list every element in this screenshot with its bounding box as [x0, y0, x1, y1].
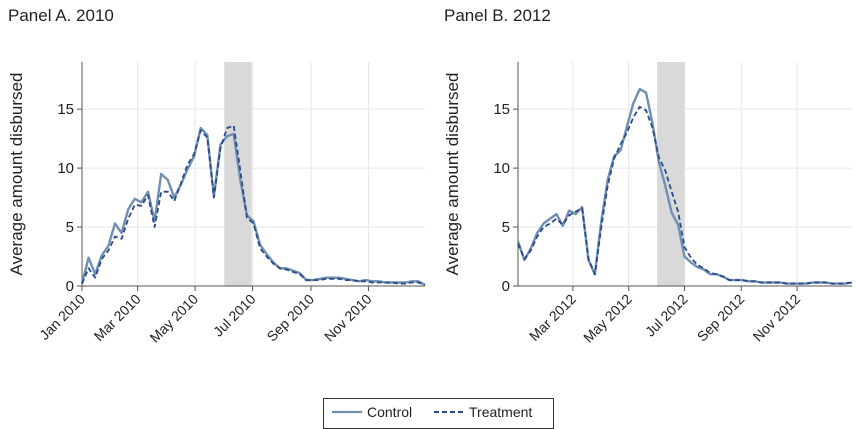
series-line-control — [80, 126, 426, 286]
panel-b-chart: 0 5 10 15 Mar 2012 May 2012 Jul 2012 Sep 2012 No… — [443, 62, 853, 346]
y-tick-label: 15 — [57, 101, 74, 118]
x-tick-label: Jul 2012 — [642, 291, 691, 340]
x-tick-label: Jul 2010 — [210, 291, 259, 340]
y-tick-label: 10 — [493, 160, 510, 177]
y-axis-label: Average amount disbursed — [443, 73, 462, 276]
y-tick-label: 0 — [502, 278, 510, 295]
series-line-treatment — [517, 105, 853, 285]
y-tick-label: 0 — [66, 278, 74, 295]
x-tick-label: Nov 2012 — [750, 291, 804, 345]
legend-label-treatment: Treatment — [469, 404, 533, 420]
series-line-treatment — [81, 124, 426, 286]
shaded-region — [224, 62, 252, 286]
x-tick-label: Mar 2012 — [526, 291, 579, 344]
legend: Control Treatment — [323, 398, 554, 429]
y-tick-label: 15 — [493, 101, 510, 118]
panel-a-title: Panel A. 2010 — [8, 6, 114, 25]
x-tick-label: Mar 2010 — [91, 291, 144, 344]
y-axis-label: Average amount disbursed — [7, 73, 26, 276]
x-tick-label: May 2012 — [580, 291, 635, 346]
y-tick-label: 5 — [502, 219, 510, 236]
legend-swatch-treatment — [434, 411, 464, 413]
legend-label-control: Control — [367, 404, 413, 420]
legend-item-control: Control — [332, 404, 412, 420]
x-tick-label: Nov 2010 — [321, 291, 375, 345]
legend-swatch-control — [332, 410, 362, 414]
y-tick-label: 5 — [66, 219, 74, 236]
x-tick-label: Sep 2012 — [694, 291, 748, 345]
y-tick-label: 10 — [57, 160, 74, 177]
series-line-control — [516, 87, 853, 285]
legend-item-treatment: Treatment — [434, 404, 532, 420]
panel-b-title: Panel B. 2012 — [444, 6, 551, 25]
x-tick-label: May 2010 — [146, 291, 201, 346]
x-tick-label: Sep 2010 — [263, 291, 317, 345]
x-tick-label: Jan 2010 — [36, 291, 88, 343]
panel-a-chart: 0 5 10 15 Jan 2010 Mar 2010 May 2010 Jul 2010 Se… — [7, 62, 426, 346]
